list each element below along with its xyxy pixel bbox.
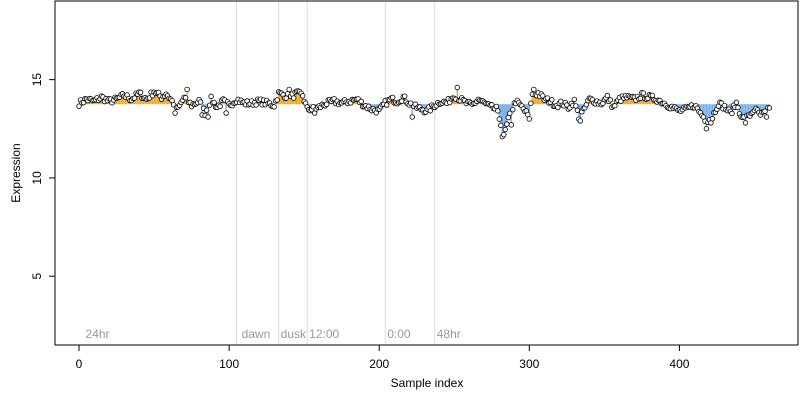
data-point: [571, 96, 578, 103]
period-label: 12:00: [309, 327, 339, 341]
data-point: [618, 98, 624, 104]
data-point: [496, 116, 502, 122]
data-point: [286, 86, 292, 93]
data-point: [454, 84, 460, 91]
data-point: [184, 86, 190, 93]
data-point: [253, 102, 259, 108]
data-point: [274, 97, 280, 103]
data-point: [182, 95, 189, 101]
x-axis-label: Sample index: [391, 376, 464, 390]
period-label: 0:00: [387, 327, 411, 341]
data-point: [766, 105, 773, 111]
y-axis-label: Expression: [9, 143, 23, 202]
x-tick-label: 0: [76, 357, 83, 371]
data-point: [495, 108, 501, 114]
x-tick-label: 200: [369, 357, 389, 371]
data-point: [577, 118, 584, 124]
data-point: [544, 95, 551, 101]
data-point: [762, 108, 768, 114]
data-point: [510, 106, 516, 113]
data-point: [640, 90, 647, 96]
data-point: [299, 93, 306, 99]
axes-layer: 0 100 200 300 400 5 10 15: [30, 73, 690, 371]
data-point: [531, 86, 537, 93]
data-point: [208, 93, 214, 100]
data-point: [131, 95, 138, 101]
data-point: [649, 92, 656, 99]
data-point: [427, 108, 433, 114]
data-point: [729, 110, 735, 117]
data-point: [549, 97, 555, 103]
data-point: [323, 101, 330, 108]
data-point: [742, 120, 749, 126]
period-label: 48hr: [437, 327, 461, 341]
data-point: [399, 98, 405, 104]
points-layer: [76, 84, 773, 140]
data-point: [501, 131, 507, 138]
data-point: [528, 100, 534, 106]
y-tick-label: 10: [30, 171, 44, 185]
data-point: [384, 102, 390, 108]
period-labels-layer: 24hr dawn dusk 12:00 0:00 48hr: [86, 327, 461, 341]
data-point: [137, 89, 144, 96]
data-point: [223, 110, 229, 116]
data-point: [172, 110, 178, 116]
x-tick-label: 100: [219, 357, 239, 371]
x-tick-label: 400: [669, 357, 689, 371]
data-point: [574, 107, 581, 113]
y-tick-label: 15: [30, 73, 44, 87]
data-point: [763, 114, 770, 120]
data-point: [555, 104, 561, 111]
data-point: [735, 104, 741, 111]
data-point: [203, 107, 210, 113]
data-point: [290, 95, 297, 101]
data-point: [498, 122, 504, 129]
data-point: [607, 97, 614, 103]
period-label: dawn: [242, 327, 271, 341]
data-point: [733, 99, 740, 106]
data-point: [271, 104, 277, 110]
data-point: [217, 103, 223, 110]
data-point: [604, 92, 611, 99]
data-point: [76, 103, 82, 109]
data-point: [703, 126, 710, 132]
data-point: [526, 116, 533, 122]
data-point: [507, 110, 513, 117]
data-point: [211, 99, 217, 106]
data-point: [709, 116, 716, 122]
period-label: 24hr: [86, 327, 110, 341]
dividers-layer: [236, 1, 436, 345]
data-point: [197, 99, 204, 105]
x-tick-label: 300: [519, 357, 539, 371]
data-point: [358, 98, 364, 105]
data-point: [409, 114, 415, 120]
data-point: [390, 94, 396, 101]
data-point: [504, 121, 510, 127]
data-point: [493, 103, 499, 110]
data-point: [502, 126, 509, 133]
plot-frame: [54, 0, 799, 346]
period-label: dusk: [281, 327, 307, 341]
data-point: [402, 93, 408, 99]
data-point: [508, 122, 515, 128]
data-point: [637, 95, 644, 102]
y-tick-label: 5: [30, 273, 44, 280]
data-point: [205, 114, 211, 120]
